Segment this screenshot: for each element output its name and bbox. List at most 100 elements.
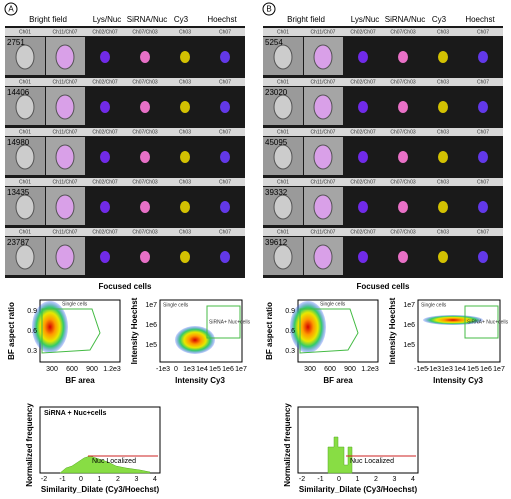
channel-label: Ch02/Ch07 [350, 29, 376, 35]
gate-label: Single cells [421, 302, 447, 308]
channel-label: Ch11/Ch07 [311, 179, 336, 185]
cell-overlay [313, 244, 333, 270]
column-header: Hoechst [207, 15, 237, 24]
channel-label: Ch02/Ch07 [350, 229, 376, 235]
channel-label: Ch07/Ch03 [132, 29, 158, 35]
y-tick-label: 1e6 [145, 322, 157, 329]
x-axis-label: Intensity Cy3 [433, 376, 483, 385]
cell-fluor [220, 51, 230, 63]
cell-fluor [478, 251, 488, 263]
panel-badge [4, 2, 18, 16]
cell-bf [15, 44, 35, 70]
column-header: Hoechst [465, 15, 495, 24]
channel-label: Ch07/Ch03 [132, 129, 158, 135]
x-tick-label: 3 [135, 476, 139, 483]
channel-label: Ch01 [277, 129, 289, 135]
channel-strip [263, 228, 503, 236]
cell-id: 5254 [265, 38, 283, 47]
channel-label: Ch07/Ch03 [390, 229, 416, 235]
cell-id: 2751 [7, 38, 25, 47]
x-tick-label: 300 [46, 366, 58, 373]
y-axis-label: BF aspect ratio [7, 302, 16, 360]
x-tick-label: 4 [153, 476, 157, 483]
histogram-title: SiRNA + Nuc+cells [44, 410, 106, 417]
channel-label: Ch01 [19, 229, 31, 235]
x-tick-label: 1e4 [196, 366, 208, 373]
channel-label: Ch11/Ch07 [311, 229, 336, 235]
gate-label: Single cells [163, 302, 189, 308]
cell-fluor [140, 151, 150, 163]
channel-label: Ch07 [219, 129, 231, 135]
cell-bf [273, 44, 293, 70]
x-tick-label: -1e3 [427, 366, 441, 373]
cell-fluor [140, 101, 150, 113]
x-tick-label: 1e7 [235, 366, 247, 373]
y-axis-label: Normalized frequency [283, 403, 292, 487]
channel-label: Ch01 [277, 29, 289, 35]
x-tick-label: -2 [299, 476, 305, 483]
channel-label: Ch02/Ch07 [92, 79, 118, 85]
channel-strip [263, 28, 503, 36]
cell-fluor [358, 151, 368, 163]
channel-label: Ch07/Ch03 [390, 79, 416, 85]
cell-fluor [398, 51, 408, 63]
channel-label: Ch03 [437, 229, 449, 235]
cell-bf [273, 194, 293, 220]
x-tick-label: 1e5 [209, 366, 221, 373]
y-tick-label: 0.3 [27, 348, 37, 355]
channel-label: Ch11/Ch07 [311, 29, 336, 35]
cell-fluor [220, 151, 230, 163]
y-tick-label: 0.3 [285, 348, 295, 355]
channel-label: Ch01 [277, 229, 289, 235]
channel-label: Ch03 [437, 129, 449, 135]
channel-label: Ch07 [477, 29, 489, 35]
density [175, 326, 215, 354]
gate [464, 305, 499, 339]
cell-fluor [438, 251, 448, 263]
panel-badge [262, 2, 276, 16]
channel-strip [5, 178, 245, 186]
x-tick-label: 1e4 [454, 366, 466, 373]
column-header: Lys/Nuc [351, 15, 380, 24]
x-tick-label: 1e3 [183, 366, 195, 373]
y-axis-label: BF aspect ratio [265, 302, 274, 360]
cell-overlay [313, 144, 333, 170]
histogram-frame [297, 406, 419, 474]
x-tick-label: 300 [304, 366, 316, 373]
column-header: Cy3 [174, 15, 189, 24]
x-tick-label: -2 [41, 476, 47, 483]
channel-label: Ch07 [219, 29, 231, 35]
x-tick-label: 1 [356, 476, 360, 483]
channel-label: Ch07 [477, 129, 489, 135]
x-axis-label: Similarity_Dilate (Cy3/Hoechst) [41, 485, 160, 494]
y-axis-label: Intensity Hoechst [130, 297, 139, 364]
cell-fluor [100, 101, 110, 113]
channel-label: Ch03 [179, 229, 191, 235]
channel-label: Ch11/Ch07 [53, 29, 78, 35]
cell-fluor [478, 151, 488, 163]
channel-label: Ch02/Ch07 [350, 79, 376, 85]
channel-label: Ch11/Ch07 [53, 79, 78, 85]
channel-strip [263, 78, 503, 86]
channel-label: Ch07/Ch03 [390, 29, 416, 35]
cell-fluor [438, 201, 448, 213]
channel-label: Ch11/Ch07 [311, 79, 336, 85]
density [423, 315, 483, 325]
x-tick-label: 2 [116, 476, 120, 483]
channel-label: Ch07 [219, 79, 231, 85]
gate-label: Nuc Localized [350, 458, 394, 465]
cell-id: 39612 [265, 238, 288, 247]
x-tick-label: 1e3 [441, 366, 453, 373]
cell-fluor [398, 101, 408, 113]
cell-bf [273, 244, 293, 270]
channel-strip [263, 178, 503, 186]
cell-fluor [478, 51, 488, 63]
x-tick-label: 1e7 [493, 366, 505, 373]
density [32, 301, 68, 353]
cell-fluor [140, 251, 150, 263]
channel-label: Ch02/Ch07 [350, 179, 376, 185]
cell-fluor [398, 151, 408, 163]
histogram-bars [59, 455, 151, 474]
channel-strip [5, 228, 245, 236]
